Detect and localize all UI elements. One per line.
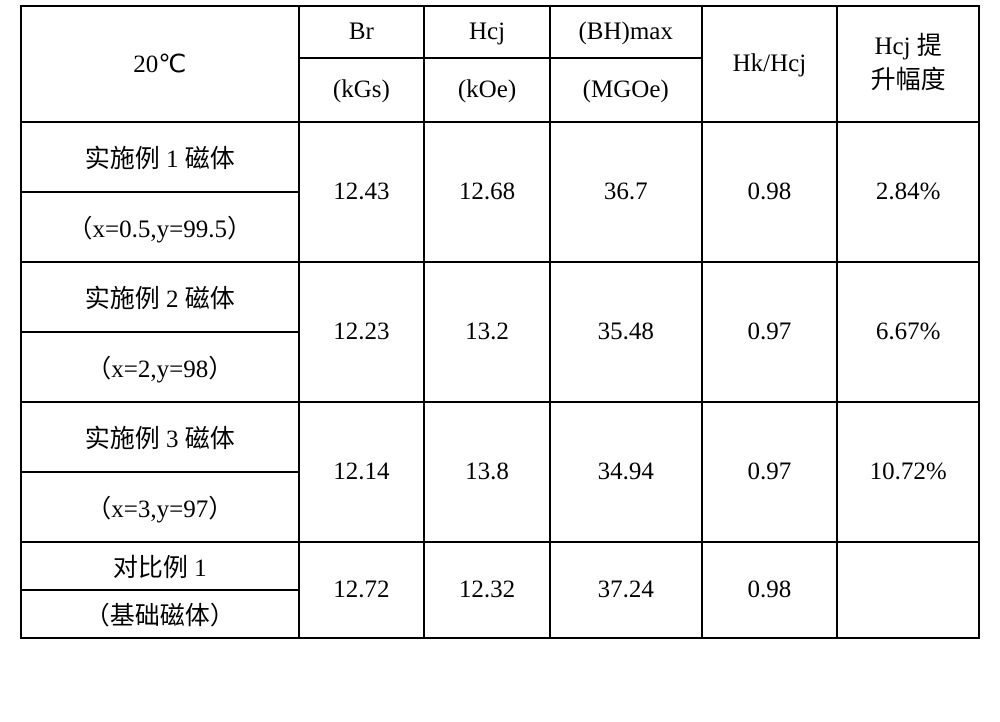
cell-hcj: 12.32 [424, 542, 550, 638]
cell-hcj: 13.8 [424, 402, 550, 542]
table-row: 实施例 3 磁体 12.14 13.8 34.94 0.97 10.72% [21, 402, 979, 472]
header-hcj: Hcj [424, 6, 550, 58]
cell-hk: 0.98 [702, 122, 838, 262]
data-table: 20℃ Br Hcj (BH)max Hk/Hcj Hcj 提 升幅度 (kGs… [20, 5, 980, 639]
row-params: （x=2,y=98） [21, 332, 299, 402]
table-row: 对比例 1 12.72 12.32 37.24 0.98 [21, 542, 979, 590]
cell-br: 12.43 [299, 122, 425, 262]
cell-pct: 10.72% [837, 402, 979, 542]
cell-hk: 0.97 [702, 262, 838, 402]
row-name: 实施例 3 磁体 [21, 402, 299, 472]
cell-bh: 36.7 [550, 122, 702, 262]
table-row: 实施例 2 磁体 12.23 13.2 35.48 0.97 6.67% [21, 262, 979, 332]
header-br: Br [299, 6, 425, 58]
row-params: （基础磁体） [21, 590, 299, 638]
header-row-1: 20℃ Br Hcj (BH)max Hk/Hcj Hcj 提 升幅度 [21, 6, 979, 58]
cell-br: 12.72 [299, 542, 425, 638]
cell-br: 12.23 [299, 262, 425, 402]
row-params: （x=3,y=97） [21, 472, 299, 542]
cell-pct: 6.67% [837, 262, 979, 402]
row-name: 对比例 1 [21, 542, 299, 590]
header-pct-line1: Hcj 提 [874, 33, 941, 60]
cell-bh: 34.94 [550, 402, 702, 542]
cell-hcj: 12.68 [424, 122, 550, 262]
cell-pct [837, 542, 979, 638]
table-row: 实施例 1 磁体 12.43 12.68 36.7 0.98 2.84% [21, 122, 979, 192]
header-bh-unit: (MGOe) [550, 58, 702, 122]
header-temp: 20℃ [21, 6, 299, 122]
cell-pct: 2.84% [837, 122, 979, 262]
cell-hk: 0.97 [702, 402, 838, 542]
cell-hcj: 13.2 [424, 262, 550, 402]
header-hcj-unit: (kOe) [424, 58, 550, 122]
header-pct-line2: 升幅度 [871, 67, 946, 94]
cell-bh: 37.24 [550, 542, 702, 638]
cell-br: 12.14 [299, 402, 425, 542]
cell-hk: 0.98 [702, 542, 838, 638]
row-name: 实施例 1 磁体 [21, 122, 299, 192]
header-hk: Hk/Hcj [702, 6, 838, 122]
cell-bh: 35.48 [550, 262, 702, 402]
row-params: （x=0.5,y=99.5） [21, 192, 299, 262]
header-pct: Hcj 提 升幅度 [837, 6, 979, 122]
header-bh: (BH)max [550, 6, 702, 58]
row-name: 实施例 2 磁体 [21, 262, 299, 332]
header-br-unit: (kGs) [299, 58, 425, 122]
